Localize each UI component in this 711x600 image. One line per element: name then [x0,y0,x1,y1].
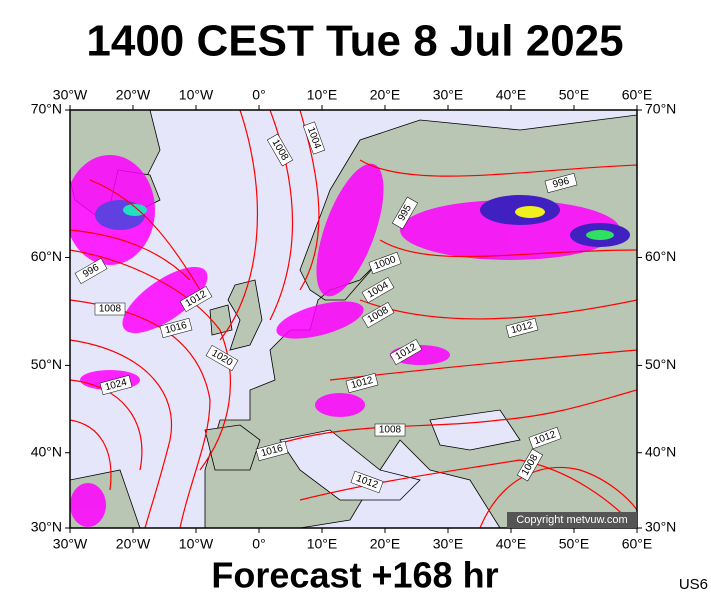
lon-label: 10°W [179,87,214,103]
lat-label: 70°N [645,101,676,117]
precipitation [70,155,620,527]
isobar-label-box [544,173,578,193]
isobar-label: 996 [552,176,571,191]
map-frame [69,109,638,529]
isobar-label-box [350,470,384,494]
lon-label: 60°E [622,536,653,552]
forecast-label: Forecast +168 hr [211,555,498,596]
isobar-label: 1008 [99,304,122,315]
lon-label: 20°E [370,536,401,552]
isobar-label-box [528,426,562,450]
lon-label: 40°E [496,536,527,552]
lat-label: 40°N [645,443,676,459]
isobar-label-box [74,257,108,285]
isobar-label: 1008 [379,425,402,436]
isobar-label-box [159,318,193,338]
land [204,424,261,471]
isobar-label-box [368,251,402,275]
lon-label: 0° [252,87,265,103]
lat-label: 50°N [31,356,62,372]
isobar-label-box [389,338,423,366]
lat-label: 40°N [31,443,62,459]
lon-label: 30°W [53,536,88,552]
lon-label: 60°E [622,87,653,103]
lon-label: 20°E [370,87,401,103]
isobar-label-box [361,276,395,304]
land [209,304,233,336]
isobar-label-box [255,441,289,461]
lon-label: 50°E [559,87,590,103]
lat-label: 50°N [645,356,676,372]
map-area [70,110,637,528]
lon-label: 20°W [116,87,151,103]
lon-label: 30°E [433,87,464,103]
lat-label: 60°N [31,248,62,264]
copyright-box [507,512,637,528]
lat-label: 60°N [645,248,676,264]
lat-label: 70°N [31,101,62,117]
model-code: US6 [679,576,708,593]
copyright: Copyright metvuw.com [516,514,627,526]
lon-label: 20°W [116,536,151,552]
isobar-label-box [391,196,419,230]
isobar-label-box [94,302,126,316]
lon-label: 10°E [307,87,338,103]
lat-label: 30°N [31,519,62,535]
title: 1400 CEST Tue 8 Jul 2025 [86,17,623,66]
lon-label: 40°E [496,87,527,103]
isobar-label-box [505,318,539,338]
lon-label: 30°E [433,536,464,552]
isobar-label-box [99,375,133,395]
lon-label: 10°E [307,536,338,552]
isobar-label-box [516,448,544,482]
lon-label: 10°W [179,536,214,552]
isobar-label-box [361,301,395,329]
lat-label: 30°N [645,519,676,535]
precipitation-core [95,195,630,247]
isobar-label-box [266,133,294,167]
land [227,279,263,351]
isobar-label-box [302,121,326,155]
isobar-label-box [345,373,379,393]
lon-label: 30°W [53,87,88,103]
isobar-label-box [179,285,213,313]
lon-label: 0° [252,536,265,552]
isobar-label-box [374,423,406,437]
lon-label: 50°E [559,536,590,552]
isobar-label-box [205,344,239,372]
